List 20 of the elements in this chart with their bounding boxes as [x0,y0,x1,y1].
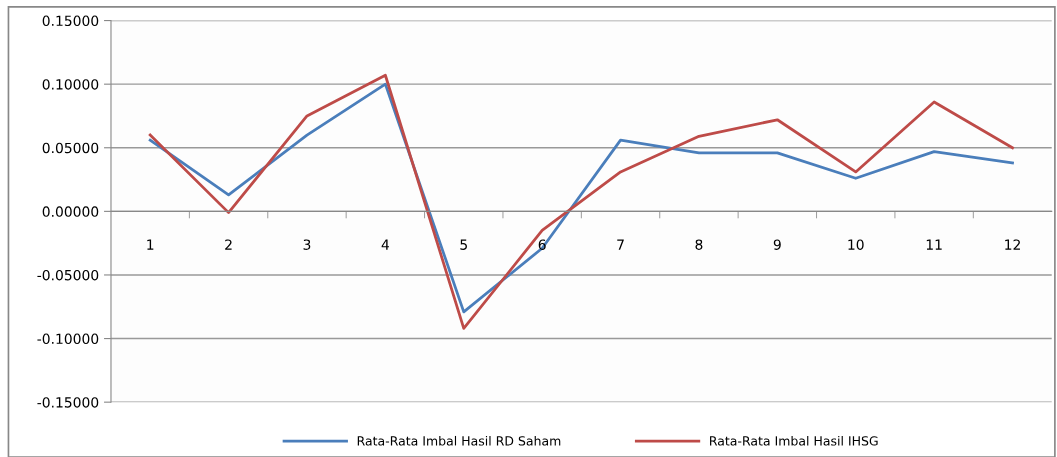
y-tick-label: 0.05000 [42,142,99,154]
x-tick-label: 11 [926,239,942,250]
x-tick-label: 3 [303,239,311,250]
y-tick-label: 0.10000 [42,79,99,90]
x-tick-label: 12 [1005,239,1020,250]
y-tick-label: -0.15000 [37,397,99,408]
x-tick-label: 2 [225,239,232,250]
y-tick-label: -0.10000 [37,333,99,345]
x-tick-label: 9 [773,239,781,250]
legend-label: Rata-Rata Imbal Hasil IHSG [710,435,878,446]
x-tick-label: 7 [617,239,624,250]
x-tick-label: 4 [381,239,389,250]
y-tick-label: 0.15000 [42,15,99,27]
y-tick-label: 0.00000 [42,206,99,217]
y-tick-label: -0.05000 [37,269,99,281]
legend-label: Rata-Rata Imbal Hasil RD Saham [357,435,561,446]
x-tick-label: 8 [695,239,703,250]
x-tick-label: 1 [147,239,154,250]
x-tick-label: 5 [460,239,467,250]
x-tick-label: 10 [848,239,864,250]
